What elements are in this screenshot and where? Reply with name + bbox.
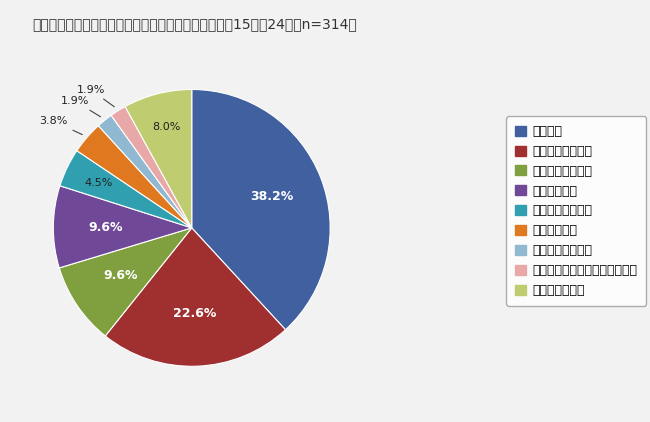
Wedge shape: [53, 186, 192, 268]
Text: 22.6%: 22.6%: [173, 307, 216, 320]
Text: 8.0%: 8.0%: [151, 122, 180, 133]
Wedge shape: [105, 228, 285, 366]
Text: 1.9%: 1.9%: [60, 96, 101, 117]
Text: 38.2%: 38.2%: [250, 190, 293, 203]
Text: 9.6%: 9.6%: [88, 221, 124, 234]
Wedge shape: [60, 151, 192, 228]
Wedge shape: [111, 106, 192, 228]
Wedge shape: [98, 115, 192, 228]
Wedge shape: [192, 89, 330, 330]
Text: あなたは、どれくらいの頻度でメイクをしますか？（15歳～24歳　n=314）: あなたは、どれくらいの頻度でメイクをしますか？（15歳～24歳 n=314）: [32, 17, 358, 31]
Legend: ほぼ毎日, 週に４～５日程度, 週に２～３日程度, 週に１度程度, 月に２～３度程度, 月に１度程度, 数か月に１度程度, 数か月に１度よりも少ない頻度, 気が: ほぼ毎日, 週に４～５日程度, 週に２～３日程度, 週に１度程度, 月に２～３度…: [506, 116, 646, 306]
Wedge shape: [77, 126, 192, 228]
Text: 9.6%: 9.6%: [103, 270, 138, 282]
Text: 3.8%: 3.8%: [40, 116, 83, 135]
Text: 4.5%: 4.5%: [84, 178, 112, 188]
Wedge shape: [125, 89, 192, 228]
Wedge shape: [59, 228, 192, 336]
Text: 1.9%: 1.9%: [76, 85, 114, 107]
